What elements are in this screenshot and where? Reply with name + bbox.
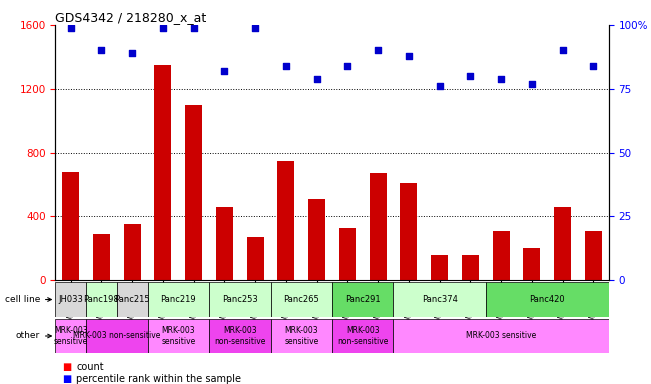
Bar (339, 228, 356, 280)
Bar (186, 105, 202, 280)
Bar (400, 183, 417, 280)
Text: ■: ■ (62, 374, 71, 384)
Point (465, 73, 475, 79)
Point (250, 25, 260, 31)
Bar (493, 231, 510, 280)
Bar (332, 282, 393, 317)
Text: ■: ■ (62, 362, 71, 372)
Bar (216, 207, 233, 280)
Bar (271, 282, 332, 317)
Text: Panc219: Panc219 (161, 295, 196, 304)
Bar (124, 225, 141, 280)
Point (66, 25, 76, 31)
Text: Panc215: Panc215 (115, 295, 150, 304)
Point (496, 76, 506, 82)
Bar (117, 282, 148, 317)
Bar (332, 319, 393, 353)
Text: Panc198: Panc198 (83, 295, 119, 304)
Text: MRK-003 sensitive: MRK-003 sensitive (466, 331, 536, 341)
Point (127, 50, 137, 56)
Bar (271, 319, 332, 353)
Text: Panc374: Panc374 (422, 295, 458, 304)
Text: MRK-003
sensitive: MRK-003 sensitive (53, 326, 88, 346)
Text: MRK-003
non-sensitive: MRK-003 non-sensitive (337, 326, 389, 346)
Bar (93, 234, 110, 280)
Point (189, 25, 199, 31)
Text: cell line: cell line (5, 295, 51, 304)
Point (404, 53, 414, 59)
Text: percentile rank within the sample: percentile rank within the sample (76, 374, 241, 384)
Bar (308, 199, 325, 280)
Point (96, 47, 107, 53)
Bar (55, 282, 86, 317)
Bar (86, 282, 117, 317)
Bar (148, 282, 209, 317)
Text: count: count (76, 362, 104, 372)
Bar (393, 319, 609, 353)
Bar (277, 161, 294, 280)
Bar (523, 248, 540, 280)
Bar (370, 174, 387, 280)
Point (434, 83, 445, 89)
Text: MRK-003
sensitive: MRK-003 sensitive (284, 326, 318, 346)
Bar (148, 319, 209, 353)
Text: MRK-003 non-sensitive: MRK-003 non-sensitive (73, 331, 161, 341)
Bar (247, 237, 264, 280)
Bar (209, 282, 271, 317)
Point (588, 63, 598, 69)
Point (311, 76, 322, 82)
Bar (62, 172, 79, 280)
Bar (86, 319, 148, 353)
Bar (431, 255, 448, 280)
Text: MRK-003
sensitive: MRK-003 sensitive (161, 326, 195, 346)
Text: Panc420: Panc420 (529, 295, 565, 304)
Point (527, 81, 537, 87)
Bar (393, 282, 486, 317)
Bar (462, 255, 478, 280)
Bar (554, 207, 571, 280)
Point (219, 68, 230, 74)
Text: Panc291: Panc291 (345, 295, 381, 304)
Text: other: other (16, 331, 51, 341)
Point (281, 63, 291, 69)
Text: JH033: JH033 (59, 295, 83, 304)
Bar (154, 65, 171, 280)
Point (373, 47, 383, 53)
Bar (209, 319, 271, 353)
Bar (486, 282, 609, 317)
Point (342, 63, 353, 69)
Text: Panc253: Panc253 (222, 295, 258, 304)
Point (557, 47, 568, 53)
Text: MRK-003
non-sensitive: MRK-003 non-sensitive (214, 326, 266, 346)
Text: GDS4342 / 218280_x_at: GDS4342 / 218280_x_at (55, 11, 206, 24)
Text: Panc265: Panc265 (283, 295, 319, 304)
Bar (585, 231, 602, 280)
Bar (55, 319, 86, 353)
Point (158, 25, 168, 31)
